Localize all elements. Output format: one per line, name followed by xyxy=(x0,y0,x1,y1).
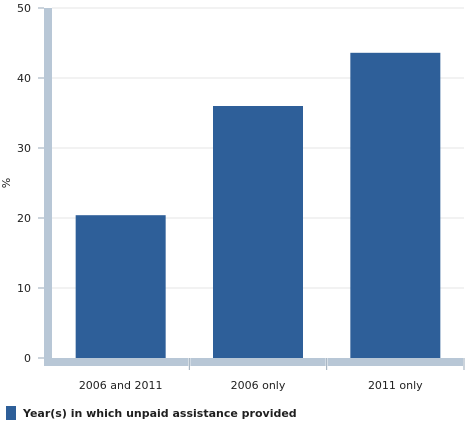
x-tick-label: 2006 only xyxy=(231,379,286,392)
bars xyxy=(75,52,441,359)
y-tick-label: 10 xyxy=(17,282,31,295)
y-tick-label: 30 xyxy=(17,142,31,155)
legend: Year(s) in which unpaid assistance provi… xyxy=(6,405,297,421)
axes xyxy=(38,7,465,370)
x-tick-labels: 2006 and 2011 2006 only 2011 only xyxy=(79,379,423,392)
legend-swatch xyxy=(6,406,16,420)
y-tick-labels: 0 10 20 30 40 50 xyxy=(17,2,31,365)
y-axis-label: % xyxy=(0,178,13,188)
x-axis-segment xyxy=(327,358,463,366)
legend-label: Year(s) in which unpaid assistance provi… xyxy=(23,406,297,420)
y-tick-label: 20 xyxy=(17,212,31,225)
x-tick-label: 2006 and 2011 xyxy=(79,379,163,392)
y-tick-label: 50 xyxy=(17,2,31,15)
y-tick-label: 0 xyxy=(24,352,31,365)
x-axis-corner xyxy=(44,358,52,366)
y-axis-line xyxy=(44,8,52,366)
bar xyxy=(75,215,166,358)
y-tick-label: 40 xyxy=(17,72,31,85)
bar xyxy=(350,52,441,359)
x-axis-segment xyxy=(52,358,189,366)
x-axis-segment xyxy=(190,358,326,366)
x-tick-label: 2011 only xyxy=(368,379,423,392)
bar xyxy=(213,106,303,358)
bar-chart: 0 10 20 30 40 50 2006 and 2011 2006 only 2011 o… xyxy=(0,2,465,392)
